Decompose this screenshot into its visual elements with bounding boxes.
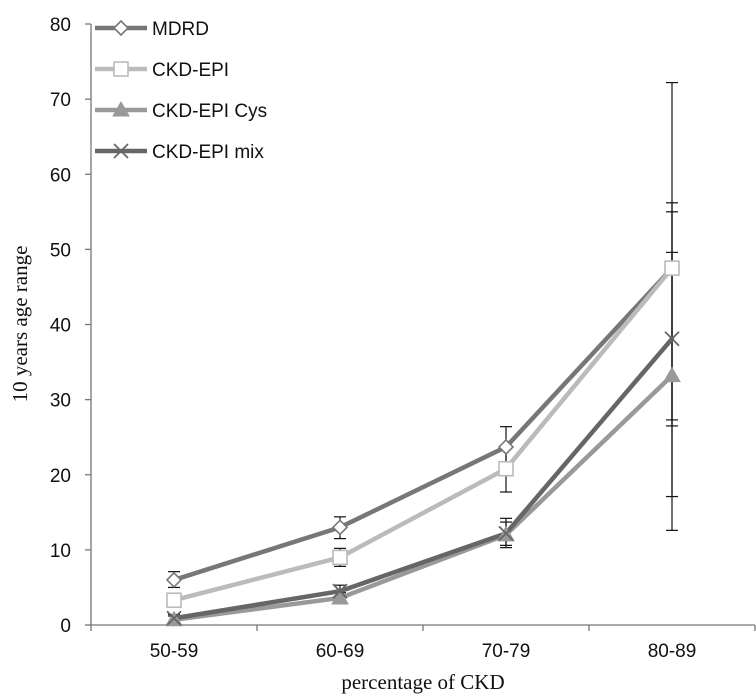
y-tick-label: 50 (50, 240, 71, 261)
data-point-mdrd (331, 519, 349, 536)
series-line-mdrd (171, 265, 675, 583)
x-tick-label: 60-69 (316, 641, 365, 662)
legend-marker-icon (112, 100, 130, 117)
data-point-ckd-epi (664, 260, 680, 276)
legend: MDRD CKD-EPI CKD-EPI Cys CKD-EPI mix (95, 19, 267, 163)
legend-marker-icon (112, 19, 130, 37)
y-axis-title: 10 years age range (8, 246, 32, 403)
series-line-ckd-epi-cys (171, 373, 675, 622)
axes-layer: 0 10 20 30 40 50 60 70 80 50-59 60-69 70-79 80-89 (50, 15, 756, 662)
series-line-ckd-epi (171, 265, 675, 603)
y-tick-label: 30 (50, 391, 71, 412)
y-tick-label: 40 (50, 316, 71, 337)
y-tick-label: 80 (50, 15, 71, 36)
legend-marker-icon (113, 143, 129, 159)
data-point-ckd-epi (166, 592, 182, 609)
legend-label: CKD-EPI mix (152, 142, 264, 163)
legend-marker-icon (113, 61, 129, 77)
x-tick-label: 50-59 (150, 641, 199, 662)
legend-label: MDRD (152, 19, 209, 40)
data-point-ckd-epi-mix (664, 331, 680, 347)
legend-item-ckd-epi-cys: CKD-EPI Cys (95, 100, 267, 122)
x-axis-title: percentage of CKD (341, 670, 504, 694)
data-point-ckd-epi-mix (498, 525, 514, 541)
series-lines (171, 265, 675, 622)
data-point-ckd-epi-cys (331, 588, 349, 605)
error-bar (666, 211, 678, 498)
x-tick-label: 80-89 (648, 641, 697, 662)
series-markers (165, 260, 681, 627)
data-point-mdrd (497, 438, 515, 456)
y-tick-label: 70 (50, 90, 71, 111)
series-line-ckd-epi-mix (171, 336, 675, 621)
x-tick-label: 70-79 (482, 641, 531, 662)
legend-item-ckd-epi: CKD-EPI (95, 60, 229, 81)
y-tick-label: 10 (50, 541, 71, 562)
y-tick-label: 20 (50, 466, 71, 487)
legend-item-ckd-epi-mix: CKD-EPI mix (95, 142, 264, 163)
data-point-ckd-epi (332, 549, 348, 566)
legend-label: CKD-EPI Cys (152, 101, 267, 122)
data-point-mdrd (165, 571, 183, 589)
y-tick-label: 60 (50, 165, 71, 186)
data-point-ckd-epi-mix (166, 610, 182, 626)
data-point-ckd-epi-mix (332, 583, 348, 599)
y-tick-label: 0 (60, 616, 71, 637)
data-point-ckd-epi (498, 460, 514, 477)
data-point-ckd-epi-cys (663, 366, 681, 383)
legend-item-mdrd: MDRD (95, 19, 209, 40)
legend-label: CKD-EPI (152, 60, 229, 81)
